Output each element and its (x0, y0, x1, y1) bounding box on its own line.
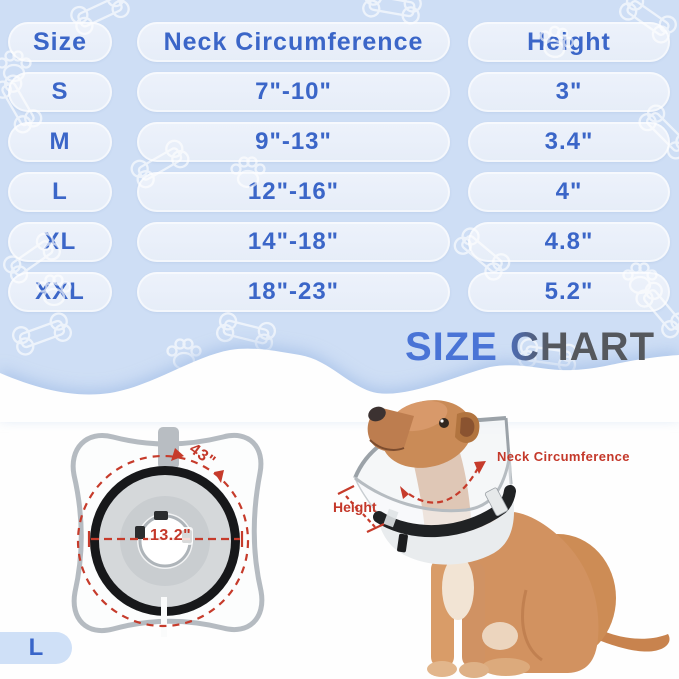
table-row: L 12"-16" 4" (0, 172, 679, 212)
cone-band (373, 485, 516, 538)
cell-size: S (8, 72, 112, 112)
header-neck-circumference: Neck Circumference (137, 22, 450, 62)
velcro-patch (484, 487, 508, 516)
table-row: M 9"-13" 3.4" (0, 122, 679, 162)
cell-size: XL (8, 222, 112, 262)
cell-neck: 9"-13" (137, 122, 450, 162)
table-row: S 7"-10" 3" (0, 72, 679, 112)
cell-size: L (8, 172, 112, 212)
cell-height: 3" (468, 72, 670, 112)
dog-head (367, 400, 480, 468)
cell-neck: 12"-16" (137, 172, 450, 212)
dog-paw (427, 661, 457, 677)
buckle-tab (397, 533, 408, 553)
dog-chest-patch (442, 556, 474, 620)
height-label: Height (333, 499, 377, 515)
diameter-label: 13.2" (148, 527, 194, 545)
dog-eye (439, 418, 449, 428)
page-title: SIZE CHART (405, 325, 655, 369)
cell-size: M (8, 122, 112, 162)
cloud-wave-divider (0, 348, 679, 422)
cone-base (377, 486, 515, 565)
dog-hind-paw (482, 658, 530, 676)
table-row: XXL 18"-23" 5.2" (0, 272, 679, 312)
cell-height: 5.2" (468, 272, 670, 312)
dog-nose (368, 406, 386, 422)
cell-height: 3.4" (468, 122, 670, 162)
cone-strap (158, 427, 179, 469)
velcro-tab (135, 526, 145, 539)
size-badge: L (0, 632, 72, 664)
cell-height: 4" (468, 172, 670, 212)
table-header-row: Size Neck Circumference Height (0, 22, 679, 62)
size-table: Size Neck Circumference Height S 7"-10" … (0, 22, 679, 322)
cell-height: 4.8" (468, 222, 670, 262)
header-size: Size (8, 22, 112, 62)
dog-wearing-cone-photo (353, 400, 670, 678)
cell-neck: 18"-23" (137, 272, 450, 312)
neck-circumference-label: Neck Circumference (497, 449, 630, 464)
header-height: Height (468, 22, 670, 62)
velcro-tab (154, 511, 168, 520)
cell-neck: 7"-10" (137, 72, 450, 112)
dog-tail (592, 628, 670, 652)
table-row: XL 14"-18" 4.8" (0, 222, 679, 262)
cell-neck: 14"-18" (137, 222, 450, 262)
dog-paw (459, 662, 489, 678)
cell-size: XXL (8, 272, 112, 312)
